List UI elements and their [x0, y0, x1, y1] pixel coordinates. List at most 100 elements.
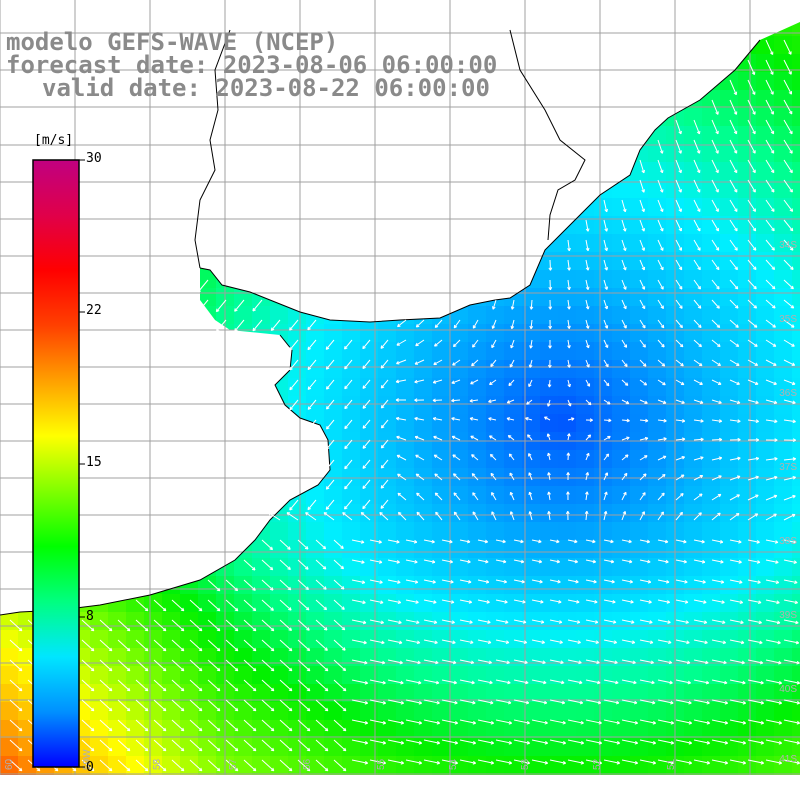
field-cell	[774, 180, 792, 198]
field-cell	[342, 486, 360, 504]
field-cell	[558, 414, 576, 432]
field-cell	[738, 684, 756, 702]
field-cell	[324, 360, 342, 378]
field-cell	[648, 486, 666, 504]
field-cell	[684, 342, 702, 360]
field-cell	[720, 288, 738, 306]
colorbar-gradient	[32, 159, 80, 768]
field-cell	[414, 486, 432, 504]
field-cell	[396, 396, 414, 414]
field-cell	[612, 270, 630, 288]
field-cell	[324, 684, 342, 702]
field-cell	[576, 684, 594, 702]
field-cell	[378, 450, 396, 468]
field-cell	[792, 36, 800, 54]
field-cell	[594, 342, 612, 360]
field-cell	[738, 450, 756, 468]
field-cell	[576, 324, 594, 342]
field-cell	[468, 540, 486, 558]
field-cell	[594, 702, 612, 720]
field-cell	[702, 576, 720, 594]
field-cell	[432, 378, 450, 396]
field-cell	[792, 270, 800, 288]
field-cell	[324, 594, 342, 612]
field-cell	[774, 288, 792, 306]
field-cell	[756, 576, 774, 594]
field-cell	[198, 684, 216, 702]
field-cell	[720, 630, 738, 648]
field-cell	[702, 630, 720, 648]
field-cell	[702, 450, 720, 468]
field-cell	[378, 576, 396, 594]
field-cell	[486, 630, 504, 648]
field-cell	[558, 594, 576, 612]
field-cell	[774, 540, 792, 558]
field-cell	[774, 378, 792, 396]
field-cell	[540, 270, 558, 288]
field-cell	[360, 558, 378, 576]
field-cell	[792, 504, 800, 522]
field-cell	[720, 126, 738, 144]
field-cell	[522, 306, 540, 324]
colorbar-tick-0: 0	[86, 760, 94, 775]
field-cell	[756, 342, 774, 360]
field-cell	[738, 144, 756, 162]
field-cell	[378, 630, 396, 648]
field-cell	[144, 612, 162, 630]
field-cell	[612, 558, 630, 576]
field-cell	[342, 630, 360, 648]
field-cell	[468, 486, 486, 504]
field-cell	[576, 630, 594, 648]
field-cell	[612, 360, 630, 378]
field-cell	[144, 594, 162, 612]
field-cell	[684, 594, 702, 612]
field-cell	[558, 684, 576, 702]
field-cell	[720, 144, 738, 162]
field-cell	[450, 324, 468, 342]
field-cell	[558, 324, 576, 342]
lat-label: 41S	[779, 754, 797, 765]
lat-label: 36S	[779, 388, 797, 399]
field-cell	[288, 648, 306, 666]
field-cell	[486, 396, 504, 414]
field-cell	[756, 450, 774, 468]
field-cell	[162, 594, 180, 612]
field-cell	[792, 576, 800, 594]
field-cell	[450, 360, 468, 378]
field-cell	[630, 288, 648, 306]
field-cell	[162, 684, 180, 702]
field-cell	[738, 180, 756, 198]
field-cell	[612, 414, 630, 432]
field-cell	[198, 648, 216, 666]
field-cell	[594, 306, 612, 324]
field-cell	[324, 612, 342, 630]
field-cell	[342, 468, 360, 486]
field-cell	[144, 738, 162, 756]
field-cell	[630, 378, 648, 396]
field-cell	[468, 306, 486, 324]
field-cell	[252, 648, 270, 666]
field-cell	[756, 198, 774, 216]
field-cell	[18, 648, 36, 666]
field-cell	[540, 702, 558, 720]
field-cell	[306, 648, 324, 666]
field-cell	[414, 468, 432, 486]
field-cell	[306, 378, 324, 396]
field-cell	[684, 558, 702, 576]
field-cell	[180, 684, 198, 702]
field-cell	[90, 648, 108, 666]
field-cell	[576, 504, 594, 522]
field-cell	[234, 612, 252, 630]
field-cell	[738, 126, 756, 144]
field-cell	[504, 576, 522, 594]
field-cell	[594, 450, 612, 468]
field-cell	[414, 342, 432, 360]
field-cell	[630, 702, 648, 720]
field-cell	[450, 414, 468, 432]
field-cell	[792, 198, 800, 216]
field-cell	[522, 630, 540, 648]
field-cell	[396, 468, 414, 486]
field-cell	[612, 684, 630, 702]
field-cell	[306, 324, 324, 342]
field-cell	[378, 468, 396, 486]
